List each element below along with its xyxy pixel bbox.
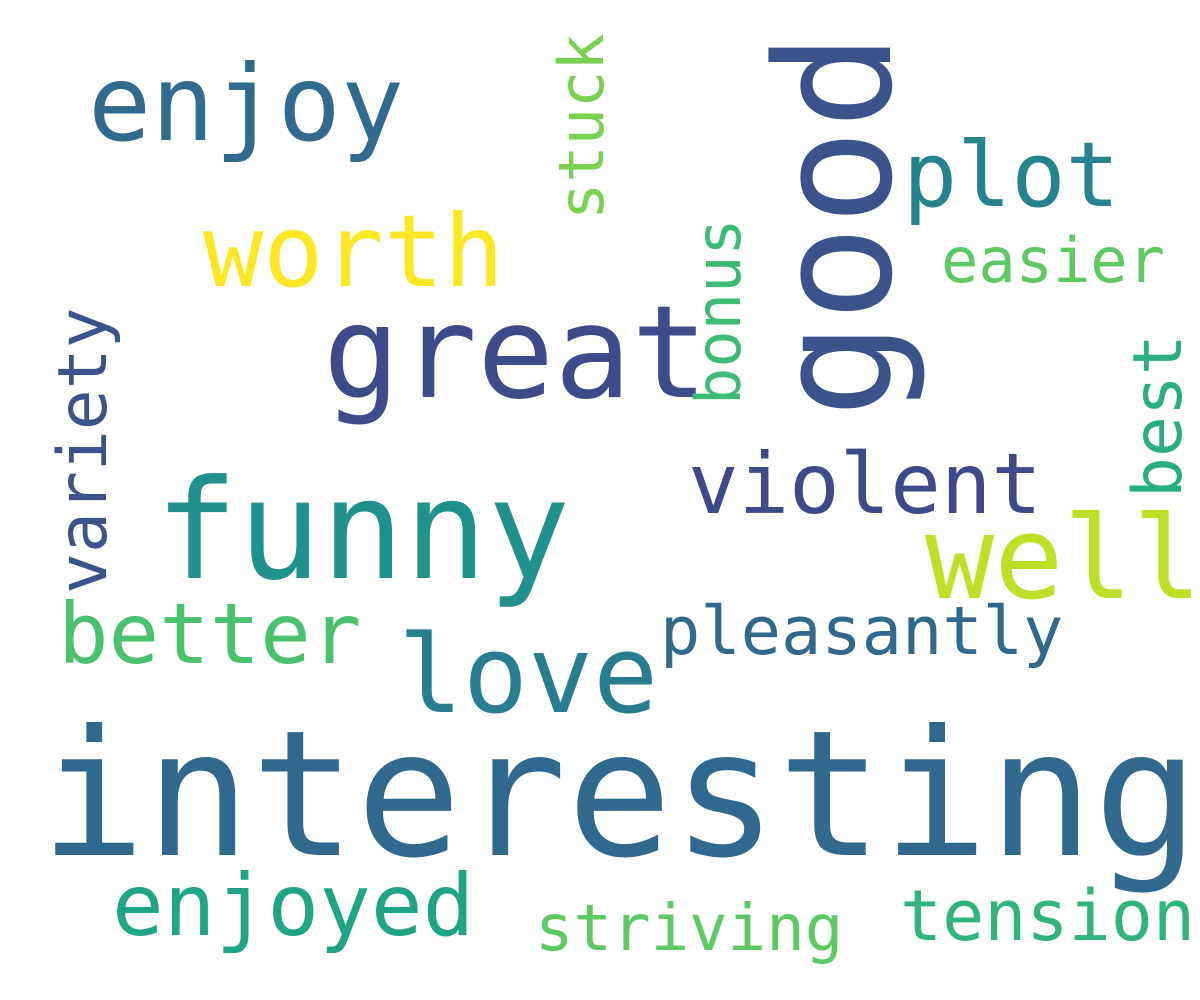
- word-pleasantly: pleasantly: [660, 592, 1064, 670]
- word-love: love: [398, 613, 659, 738]
- word-best: best: [1119, 334, 1198, 498]
- word-plot: plot: [903, 123, 1120, 228]
- word-striving: striving: [535, 892, 844, 966]
- word-well: well: [925, 492, 1200, 626]
- word-easier: easier: [941, 224, 1165, 297]
- word-enjoyed: enjoyed: [112, 856, 475, 956]
- word-variety: variety: [44, 307, 123, 594]
- word-funny: funny: [155, 450, 571, 611]
- word-great: great: [323, 279, 709, 428]
- word-enjoy: enjoy: [88, 43, 405, 165]
- word-interesting: interesting: [40, 694, 1199, 897]
- word-tension: tension: [900, 875, 1196, 957]
- word-worth: worth: [203, 193, 505, 310]
- word-violent: violent: [688, 435, 1043, 533]
- word-good: good: [741, 32, 928, 418]
- word-better: better: [58, 585, 362, 683]
- word-stuck: stuck: [545, 33, 618, 220]
- word-bonus: bonus: [682, 218, 755, 405]
